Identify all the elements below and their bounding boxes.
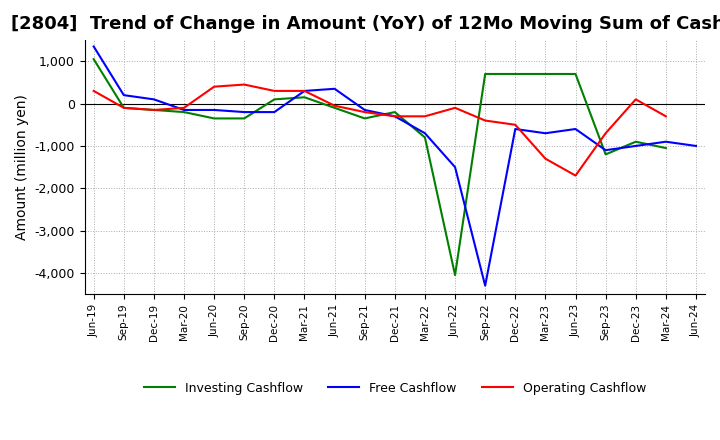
Operating Cashflow (541, 156, 549, 161)
Operating Cashflow (89, 88, 98, 94)
Free Cashflow (541, 131, 549, 136)
Operating Cashflow (390, 114, 399, 119)
Operating Cashflow (451, 105, 459, 110)
Investing Cashflow (150, 107, 158, 113)
Investing Cashflow (390, 110, 399, 115)
Free Cashflow (120, 92, 128, 98)
Investing Cashflow (330, 105, 339, 110)
Operating Cashflow (270, 88, 279, 94)
Free Cashflow (451, 165, 459, 170)
Operating Cashflow (361, 110, 369, 115)
Investing Cashflow (631, 139, 640, 144)
Investing Cashflow (240, 116, 248, 121)
Y-axis label: Amount (million yen): Amount (million yen) (15, 94, 29, 240)
Free Cashflow (361, 107, 369, 113)
Line: Free Cashflow: Free Cashflow (94, 47, 696, 286)
Investing Cashflow (210, 116, 218, 121)
Free Cashflow (150, 97, 158, 102)
Investing Cashflow (481, 71, 490, 77)
Free Cashflow (481, 283, 490, 288)
Investing Cashflow (120, 105, 128, 110)
Investing Cashflow (270, 97, 279, 102)
Free Cashflow (89, 44, 98, 49)
Free Cashflow (330, 86, 339, 92)
Investing Cashflow (662, 146, 670, 151)
Operating Cashflow (511, 122, 520, 128)
Free Cashflow (180, 107, 189, 113)
Free Cashflow (270, 110, 279, 115)
Operating Cashflow (662, 114, 670, 119)
Operating Cashflow (210, 84, 218, 89)
Operating Cashflow (150, 107, 158, 113)
Free Cashflow (601, 147, 610, 153)
Investing Cashflow (300, 95, 309, 100)
Free Cashflow (631, 143, 640, 149)
Investing Cashflow (601, 152, 610, 157)
Free Cashflow (240, 110, 248, 115)
Investing Cashflow (571, 71, 580, 77)
Operating Cashflow (571, 173, 580, 178)
Investing Cashflow (511, 71, 520, 77)
Line: Operating Cashflow: Operating Cashflow (94, 84, 666, 176)
Operating Cashflow (601, 131, 610, 136)
Investing Cashflow (420, 135, 429, 140)
Operating Cashflow (240, 82, 248, 87)
Operating Cashflow (120, 105, 128, 110)
Free Cashflow (571, 126, 580, 132)
Free Cashflow (511, 126, 520, 132)
Free Cashflow (210, 107, 218, 113)
Operating Cashflow (631, 97, 640, 102)
Free Cashflow (662, 139, 670, 144)
Free Cashflow (692, 143, 701, 149)
Legend: Investing Cashflow, Free Cashflow, Operating Cashflow: Investing Cashflow, Free Cashflow, Opera… (138, 377, 651, 400)
Title: [2804]  Trend of Change in Amount (YoY) of 12Mo Moving Sum of Cashflows: [2804] Trend of Change in Amount (YoY) o… (12, 15, 720, 33)
Operating Cashflow (481, 118, 490, 123)
Investing Cashflow (180, 110, 189, 115)
Operating Cashflow (300, 88, 309, 94)
Investing Cashflow (361, 116, 369, 121)
Operating Cashflow (330, 103, 339, 108)
Free Cashflow (390, 114, 399, 119)
Investing Cashflow (451, 272, 459, 278)
Investing Cashflow (541, 71, 549, 77)
Investing Cashflow (89, 56, 98, 62)
Operating Cashflow (180, 105, 189, 110)
Free Cashflow (420, 131, 429, 136)
Free Cashflow (300, 88, 309, 94)
Operating Cashflow (420, 114, 429, 119)
Line: Investing Cashflow: Investing Cashflow (94, 59, 666, 275)
